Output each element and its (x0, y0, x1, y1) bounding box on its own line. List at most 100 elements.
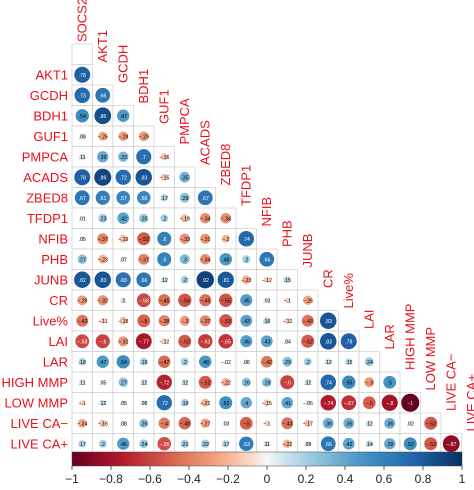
correlation-circle (219, 396, 233, 410)
correlation-value: .12 (181, 380, 188, 386)
correlation-value: .26 (243, 380, 250, 386)
correlation-value: .14 (366, 442, 373, 448)
correlation-value: .39 (99, 155, 106, 161)
correlation-circle (116, 190, 131, 205)
correlation-circle (284, 297, 291, 304)
correlation-value: .03 (263, 298, 270, 304)
correlation-value: −.3 (181, 319, 188, 325)
colorbar: −1 −0.8 −0.6 −0.4 −0.2 0 0.2 0.4 0.6 0.8 1 (65, 451, 466, 486)
row-label: JUNB (34, 272, 68, 287)
correlation-value: .48 (202, 360, 209, 366)
correlation-value: .43 (243, 319, 250, 325)
correlation-circle (243, 359, 249, 365)
correlation-value: −.52 (180, 339, 190, 345)
row-label: ZBED8 (26, 190, 68, 205)
correlation-value: .3 (183, 257, 187, 263)
correlation-circle (263, 276, 270, 283)
correlation-circle (219, 314, 233, 328)
correlation-value: .89 (99, 175, 106, 181)
correlation-circle (136, 149, 152, 165)
correlation-circle (138, 131, 149, 142)
correlation-circle (94, 168, 112, 186)
correlation-value: .15 (345, 360, 352, 366)
correlation-circle (218, 333, 234, 349)
correlation-circle (139, 357, 148, 366)
correlation-value: .45 (243, 339, 250, 345)
row-label: GUF1 (33, 129, 68, 144)
correlation-circle (260, 355, 273, 368)
correlation-circle (260, 335, 273, 348)
correlation-circle (424, 437, 438, 451)
correlation-circle (180, 357, 189, 366)
correlation-circle (263, 440, 270, 447)
colorbar-tick-label: 0.6 (376, 472, 393, 486)
correlation-circle (199, 294, 212, 307)
correlation-value: −.06 (303, 401, 313, 407)
correlation-value: .36 (345, 421, 352, 427)
correlation-value: −.47 (159, 360, 169, 366)
correlation-circle (98, 439, 107, 448)
correlation-value: −.43 (77, 319, 87, 325)
colorbar-tick-label: 0.4 (337, 472, 354, 486)
correlation-circle (322, 417, 334, 429)
correlation-value: −.52 (139, 237, 149, 243)
correlation-circle (223, 420, 229, 426)
correlation-value: .82 (79, 278, 86, 284)
column-label: CR (320, 269, 335, 288)
correlation-circle (366, 420, 373, 427)
correlation-circle (78, 357, 87, 366)
correlation-value: −.1 (284, 298, 291, 304)
column-label: AKT1 (95, 30, 110, 63)
correlation-circle (240, 294, 253, 307)
correlation-value: −.22 (282, 442, 292, 448)
correlation-circle (340, 333, 357, 350)
correlation-circle (383, 375, 397, 389)
correlation-circle (75, 109, 89, 123)
correlation-value: −.22 (221, 380, 231, 386)
correlation-value: .78 (79, 73, 86, 79)
correlation-value: −.23 (241, 278, 251, 284)
correlation-value: −.56 (159, 442, 169, 448)
correlation-value: −.31 (118, 339, 128, 345)
correlation-circle (240, 335, 253, 348)
correlation-circle (161, 276, 168, 283)
correlation-circle (76, 314, 89, 327)
correlation-value: −.1 (263, 421, 270, 427)
correlation-circle (79, 399, 86, 406)
correlation-circle (281, 417, 294, 430)
correlation-value: −.15 (159, 175, 169, 181)
correlation-circle (384, 438, 396, 450)
correlation-circle (135, 169, 152, 186)
correlation-circle (120, 297, 127, 304)
correlation-value: .04 (284, 339, 291, 345)
row-label: BDH1 (33, 108, 68, 123)
row-label: LOW MMP (4, 395, 68, 410)
correlation-value: .15 (284, 278, 291, 284)
correlation-circle (240, 314, 253, 327)
correlation-value: .12 (99, 401, 106, 407)
correlation-value: .42 (120, 216, 127, 222)
column-labels: SOCS2 AKT1 GCDH BDH1 GUF1 PMPCA ACADS ZBED8 TFDP… (74, 0, 474, 432)
correlation-value: .03 (222, 421, 229, 427)
correlation-circle (160, 153, 168, 161)
correlation-value: .66 (99, 93, 106, 99)
row-label: PMPCA (22, 149, 69, 164)
correlation-circle (158, 315, 170, 327)
correlation-value: .11 (263, 442, 270, 448)
correlation-circle (180, 214, 189, 223)
correlation-value: .08 (120, 421, 127, 427)
colorbar-gradient (71, 451, 463, 467)
correlation-value: .27 (79, 257, 86, 263)
colorbar-tick-label: −0.8 (99, 472, 123, 486)
correlation-value: .2 (306, 360, 310, 366)
correlation-circle (117, 437, 130, 450)
correlation-value: .26 (140, 421, 147, 427)
correlation-value: .63 (243, 442, 250, 448)
correlation-circle (74, 271, 91, 288)
correlation-circle (345, 358, 353, 366)
correlation-circle (424, 416, 438, 430)
correlation-value: .57 (120, 196, 127, 202)
row-label: NFIB (38, 231, 68, 246)
column-label: GCDH (115, 45, 130, 83)
correlation-circle (401, 393, 420, 412)
